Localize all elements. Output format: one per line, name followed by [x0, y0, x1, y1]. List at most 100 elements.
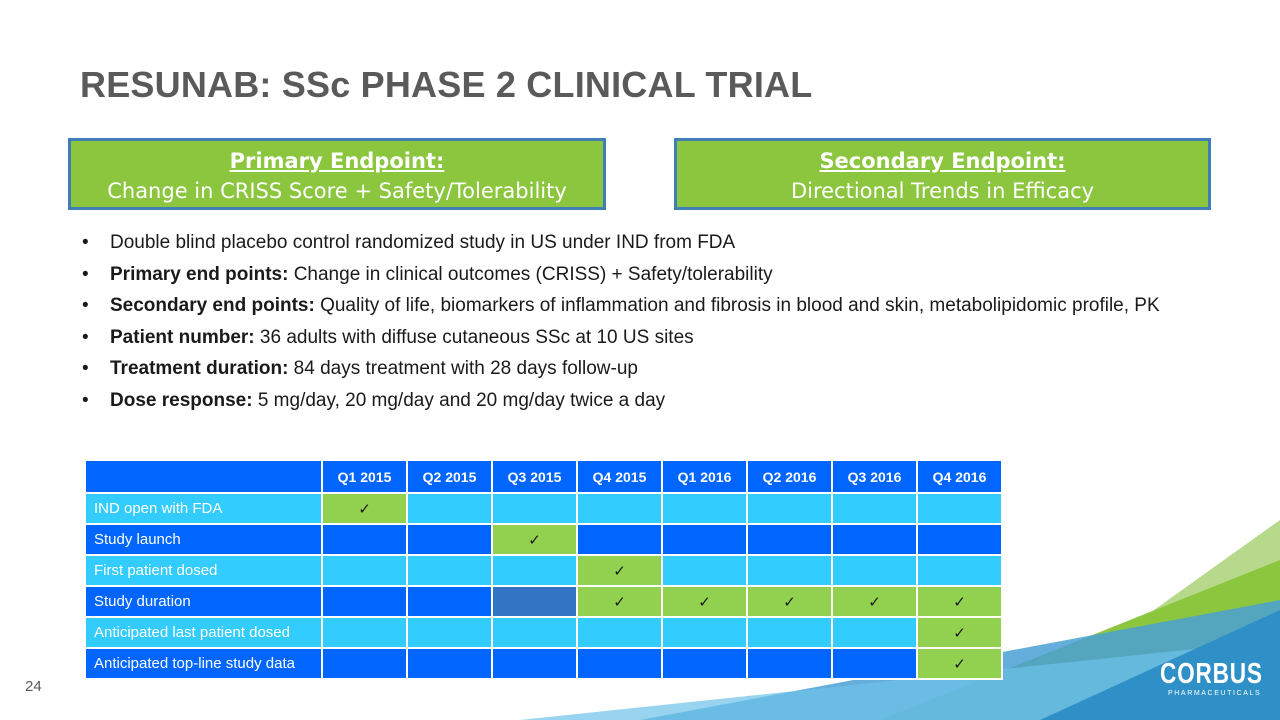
bullet-label: Secondary end points: [110, 295, 315, 316]
empty-cell [831, 523, 918, 556]
empty-cell [576, 492, 663, 525]
empty-cell [831, 647, 918, 680]
primary-endpoint-box: Primary Endpoint: Change in CRISS Score … [68, 138, 606, 210]
empty-cell [661, 554, 748, 587]
empty-cell [491, 616, 578, 649]
column-header: Q2 2015 [406, 459, 493, 494]
empty-cell [406, 523, 493, 556]
empty-cell [406, 585, 493, 618]
secondary-endpoint-heading: Secondary Endpoint: [819, 149, 1066, 173]
logo-wordmark: CORBUS [1160, 658, 1263, 690]
bullet-text: Quality of life, biomarkers of inflammat… [314, 295, 1160, 316]
bullet-icon: • [82, 358, 89, 379]
empty-cell [746, 616, 833, 649]
bullet-text: 84 days treatment with 28 days follow-up [288, 358, 638, 379]
empty-cell [916, 492, 1003, 525]
empty-cell [406, 616, 493, 649]
row-label: Anticipated top-line study data [84, 647, 323, 680]
empty-cell [576, 616, 663, 649]
bullet-icon: • [82, 326, 89, 348]
row-label: Study launch [84, 523, 323, 556]
empty-cell [576, 523, 663, 556]
check-icon: ✓ [831, 585, 918, 618]
bullet-text: 5 mg/day, 20 mg/day and 20 mg/day twice … [252, 389, 666, 411]
empty-cell [831, 554, 918, 587]
check-icon: ✓ [491, 523, 578, 556]
check-icon: ✓ [576, 585, 663, 618]
table-row: First patient dosed ✓ [84, 554, 1003, 587]
column-header: Q3 2015 [491, 459, 578, 494]
empty-cell [491, 554, 578, 587]
empty-cell [576, 647, 663, 680]
check-icon: ✓ [576, 554, 663, 587]
empty-cell [321, 585, 408, 618]
bullet-label: Treatment duration: [110, 358, 289, 379]
bullet-item: • Double blind placebo control randomized… [80, 230, 1230, 255]
empty-cell [661, 492, 748, 525]
column-header: Q4 2015 [576, 459, 663, 494]
column-header: Q4 2016 [916, 459, 1003, 494]
table-corner-cell [84, 459, 323, 494]
timeline-header-row: Q1 2015 Q2 2015 Q3 2015 Q4 2015 Q1 2016 … [84, 459, 1003, 494]
empty-cell [746, 554, 833, 587]
check-icon: ✓ [916, 647, 1003, 680]
check-icon: ✓ [746, 585, 833, 618]
logo-tagline: PHARMACEUTICALS [1168, 690, 1262, 697]
table-row: IND open with FDA ✓ [84, 492, 1003, 525]
slide-title: RESUNAB: SSc PHASE 2 CLINICAL TRIAL [80, 64, 813, 105]
empty-cell [321, 616, 408, 649]
column-header: Q1 2016 [661, 459, 748, 494]
empty-cell [491, 647, 578, 680]
empty-cell [831, 492, 918, 525]
empty-cell [746, 523, 833, 556]
table-row: Anticipated last patient dosed ✓ [84, 616, 1003, 649]
deco-dark-blue-wedge [1040, 610, 1280, 720]
bullet-item: • Patient number: 36 adults with diffuse … [80, 325, 1230, 350]
check-icon: ✓ [321, 492, 408, 525]
empty-cell [661, 523, 748, 556]
check-icon: ✓ [916, 585, 1003, 618]
primary-endpoint-heading: Primary Endpoint: [229, 149, 445, 173]
empty-cell [916, 554, 1003, 587]
empty-cell [491, 492, 578, 525]
bullet-label: Dose response: [110, 389, 253, 411]
row-label: IND open with FDA [84, 492, 323, 525]
empty-cell [831, 616, 918, 649]
empty-cell [321, 647, 408, 680]
corbus-logo: CORBUS PHARMACEUTICALS [1160, 658, 1272, 704]
table-row: Study launch ✓ [84, 523, 1003, 556]
empty-cell [916, 523, 1003, 556]
row-label: First patient dosed [84, 554, 323, 587]
bullet-icon: • [82, 263, 89, 285]
bullet-text: Double blind placebo control randomized … [110, 232, 736, 253]
empty-cell [406, 647, 493, 680]
column-header: Q3 2016 [831, 459, 918, 494]
secondary-endpoint-text: Directional Trends in Efficacy [790, 179, 1095, 203]
bullet-text: Change in clinical outcomes (CRISS) + Sa… [288, 263, 773, 285]
bullet-text: 36 adults with diffuse cutaneous SSc at … [254, 326, 694, 348]
row-label: Anticipated last patient dosed [84, 616, 323, 649]
bullet-label: Primary end points: [110, 263, 289, 285]
partial-cell [491, 585, 578, 618]
primary-endpoint-text: Change in CRISS Score + Safety/Tolerabil… [107, 179, 567, 203]
check-icon: ✓ [916, 616, 1003, 649]
bullet-item: • Dose response: 5 mg/day, 20 mg/day and … [80, 388, 1230, 413]
empty-cell [321, 554, 408, 587]
bullet-item: • Secondary end points: Quality of life, … [80, 293, 1230, 318]
bullet-item: • Primary end points: Change in clinical … [80, 262, 1230, 287]
row-label: Study duration [84, 585, 323, 618]
trial-details-list: • Double blind placebo control randomized… [80, 230, 1230, 419]
empty-cell [661, 616, 748, 649]
secondary-endpoint-box: Secondary Endpoint: Directional Trends i… [674, 138, 1211, 210]
bullet-item: • Treatment duration: 84 days treatment w… [80, 356, 1230, 381]
table-row: Study duration ✓ ✓ ✓ ✓ ✓ [84, 585, 1003, 618]
bullet-icon: • [82, 389, 89, 411]
empty-cell [661, 647, 748, 680]
bullet-icon: • [82, 232, 89, 253]
check-icon: ✓ [661, 585, 748, 618]
empty-cell [406, 554, 493, 587]
empty-cell [321, 523, 408, 556]
empty-cell [746, 647, 833, 680]
page-number: 24 [25, 678, 42, 695]
